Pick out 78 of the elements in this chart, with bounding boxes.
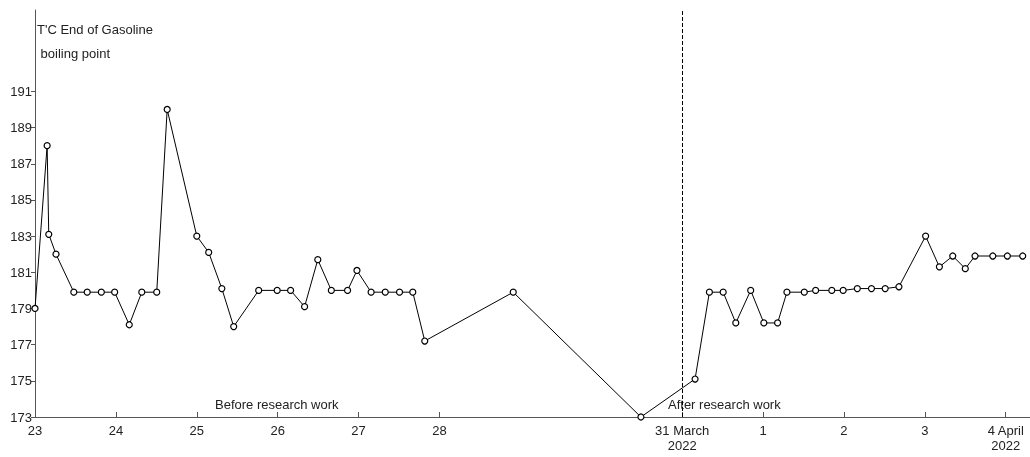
point [353,266,361,275]
y-tick-label: 173 [10,409,32,425]
point [153,288,161,296]
point [301,303,309,311]
point [218,284,226,293]
point [812,286,820,294]
point [705,288,713,296]
y-tick-label: 175 [10,373,32,389]
point [719,288,727,296]
point [287,286,295,294]
point [839,286,847,294]
point [45,230,53,238]
x-tick-label: 28 [432,423,447,438]
annotation: Before research work [215,397,340,412]
point [867,284,876,293]
point [828,286,836,294]
point [343,286,352,294]
y-tick-label: 177 [10,337,32,353]
point [97,288,105,296]
point [409,288,417,296]
y-tick-label: 183 [10,228,32,244]
point [637,413,645,421]
x-tick-label: 2 [840,423,848,438]
point [83,288,91,296]
point [52,250,60,258]
point [421,337,429,345]
point [230,322,238,331]
point [314,256,322,264]
x-tick-label: 27 [351,423,366,438]
point [193,232,201,240]
point [783,288,791,296]
y-tick-label: 179 [10,300,32,316]
x-tick-label: 23 [27,423,43,438]
y-tick-label: 181 [10,264,32,280]
point [853,284,861,293]
point [70,288,78,296]
y-tick-label: 191 [10,83,32,99]
point [381,288,389,296]
point [989,252,997,260]
x-tick-label: 24 [108,423,124,438]
point [971,252,979,260]
point [138,288,146,296]
point [949,252,957,260]
point [395,288,404,296]
x-tick-label: 31 March 2022 [655,423,710,453]
point [367,288,375,296]
point [125,321,133,329]
point [163,105,171,114]
point [935,263,943,271]
annotation: After research work [668,397,782,412]
point [273,286,281,294]
point [1019,252,1027,260]
x-tick-label: 25 [189,423,205,438]
point [327,286,335,294]
point [255,286,263,294]
y-tick-label: 189 [10,120,32,136]
point [111,288,119,296]
y-axis-title: T'C End of Gasoline boiling point [37,21,153,61]
point [43,142,51,150]
point [205,248,213,256]
y-tick-label: 185 [10,192,32,208]
point [895,283,903,291]
x-tick-label: 26 [270,423,285,438]
x-tick-label: 3 [921,423,929,438]
point [691,375,699,383]
point [509,288,517,296]
point [800,288,808,296]
point [732,319,740,327]
point [1003,252,1011,260]
point [747,286,755,294]
point [774,319,782,327]
x-tick-label: 4 April 2022 [987,423,1024,453]
x-tick-label: 1 [759,423,767,438]
point [760,319,768,327]
point [881,284,889,293]
y-tick-label: 187 [10,156,32,172]
point [961,265,969,273]
point [922,232,930,240]
